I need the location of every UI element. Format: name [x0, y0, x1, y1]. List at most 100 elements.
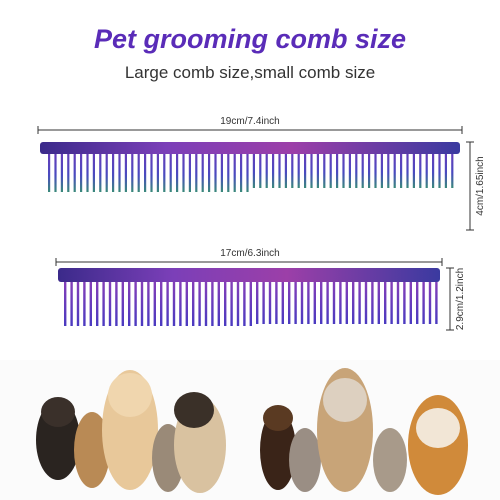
- comb-teeth: [48, 150, 454, 192]
- comb-tooth: [428, 278, 432, 324]
- comb-tooth: [134, 278, 137, 326]
- comb-tooth: [102, 278, 105, 326]
- comb-tooth: [89, 278, 92, 326]
- comb-tooth: [76, 278, 80, 326]
- comb-tooth: [249, 278, 252, 326]
- comb-tooth: [432, 150, 435, 188]
- comb-tooth: [64, 278, 67, 326]
- comb-tooth: [329, 150, 332, 188]
- comb-tooth: [332, 278, 336, 324]
- comb-tooth: [262, 278, 265, 324]
- comb-tooth: [153, 278, 156, 326]
- comb-tooth: [128, 278, 131, 326]
- comb-tooth: [288, 278, 291, 324]
- height-label: 2.9cm/1.2inch: [455, 268, 466, 330]
- comb-tooth: [230, 278, 233, 326]
- comb-tooth: [252, 150, 255, 188]
- comb-tooth: [144, 150, 147, 192]
- comb-tooth: [224, 278, 227, 326]
- comb-tooth: [272, 150, 275, 188]
- comb-tooth: [54, 150, 57, 192]
- comb-tooth: [220, 150, 223, 192]
- subtitle: Large comb size,small comb size: [125, 63, 375, 82]
- comb-tooth: [300, 278, 304, 324]
- comb-tooth: [265, 150, 268, 188]
- comb-tooth: [297, 150, 300, 188]
- comb-tooth: [336, 150, 339, 188]
- comb-spine: [58, 268, 440, 282]
- comb-tooth: [240, 150, 243, 192]
- comb-tooth: [412, 150, 415, 188]
- comb-tooth: [393, 150, 396, 188]
- comb-tooth: [323, 150, 326, 188]
- comb-tooth: [236, 278, 240, 326]
- comb-tooth: [188, 150, 191, 192]
- width-label: 19cm/7.4inch: [220, 116, 279, 127]
- comb-tooth: [121, 278, 124, 326]
- comb-tooth: [307, 278, 310, 324]
- comb-tooth: [83, 278, 86, 326]
- comb-tooth: [275, 278, 278, 324]
- comb-tooth: [124, 150, 127, 192]
- comb-tooth: [368, 150, 371, 188]
- comb-tooth: [377, 278, 380, 324]
- comb-tooth: [147, 278, 150, 326]
- comb-tooth: [70, 278, 73, 326]
- comb-tooth: [345, 278, 348, 324]
- comb-tooth: [243, 278, 246, 326]
- width-label: 17cm/6.3inch: [220, 248, 279, 259]
- comb-tooth: [419, 150, 422, 188]
- pets-photo: [0, 360, 500, 500]
- comb-tooth: [371, 278, 374, 324]
- comb-tooth: [108, 278, 112, 326]
- comb-tooth: [179, 278, 182, 326]
- comb-tooth: [364, 278, 368, 324]
- comb-tooth: [416, 278, 419, 324]
- comb-tooth: [348, 150, 351, 188]
- comb-tooth: [176, 150, 179, 192]
- comb-tooth: [140, 278, 144, 326]
- comb-tooth: [115, 278, 118, 326]
- comb-tooth: [278, 150, 281, 188]
- comb-tooth: [105, 150, 108, 192]
- comb-tooth: [48, 150, 51, 192]
- comb-teeth: [64, 278, 438, 326]
- comb-tooth: [233, 150, 236, 192]
- comb-tooth: [204, 278, 208, 326]
- comb-tooth: [131, 150, 134, 192]
- comb-tooth: [352, 278, 355, 324]
- comb-tooth: [195, 150, 198, 192]
- comb-tooth: [86, 150, 89, 192]
- comb-tooth: [211, 278, 214, 326]
- comb-tooth: [451, 150, 454, 188]
- comb-tooth: [137, 150, 140, 192]
- comb-tooth: [217, 278, 220, 326]
- comb-tooth: [169, 150, 172, 192]
- comb-tooth: [438, 150, 441, 188]
- comb-tooth: [384, 278, 387, 324]
- comb-spine: [40, 142, 460, 154]
- comb-tooth: [403, 278, 406, 324]
- comb-tooth: [294, 278, 297, 324]
- comb-tooth: [156, 150, 159, 192]
- comb-tooth: [112, 150, 115, 192]
- comb-tooth: [406, 150, 409, 188]
- comb-tooth: [118, 150, 121, 192]
- comb-tooth: [208, 150, 211, 192]
- comb-tooth: [268, 278, 272, 324]
- comb-tooth: [326, 278, 329, 324]
- comb-tooth: [227, 150, 230, 192]
- comb-tooth: [163, 150, 166, 192]
- comb-tooth: [358, 278, 361, 324]
- comb-tooth: [172, 278, 176, 326]
- comb-tooth: [192, 278, 195, 326]
- comb-tooth: [160, 278, 163, 326]
- comb-tooth: [435, 278, 438, 324]
- height-label: 4cm/1.65inch: [475, 156, 486, 215]
- comb-tooth: [166, 278, 169, 326]
- comb-tooth: [80, 150, 83, 192]
- comb-tooth: [361, 150, 364, 188]
- comb-tooth: [316, 150, 319, 188]
- comb-tooth: [96, 278, 99, 326]
- comb-tooth: [342, 150, 345, 188]
